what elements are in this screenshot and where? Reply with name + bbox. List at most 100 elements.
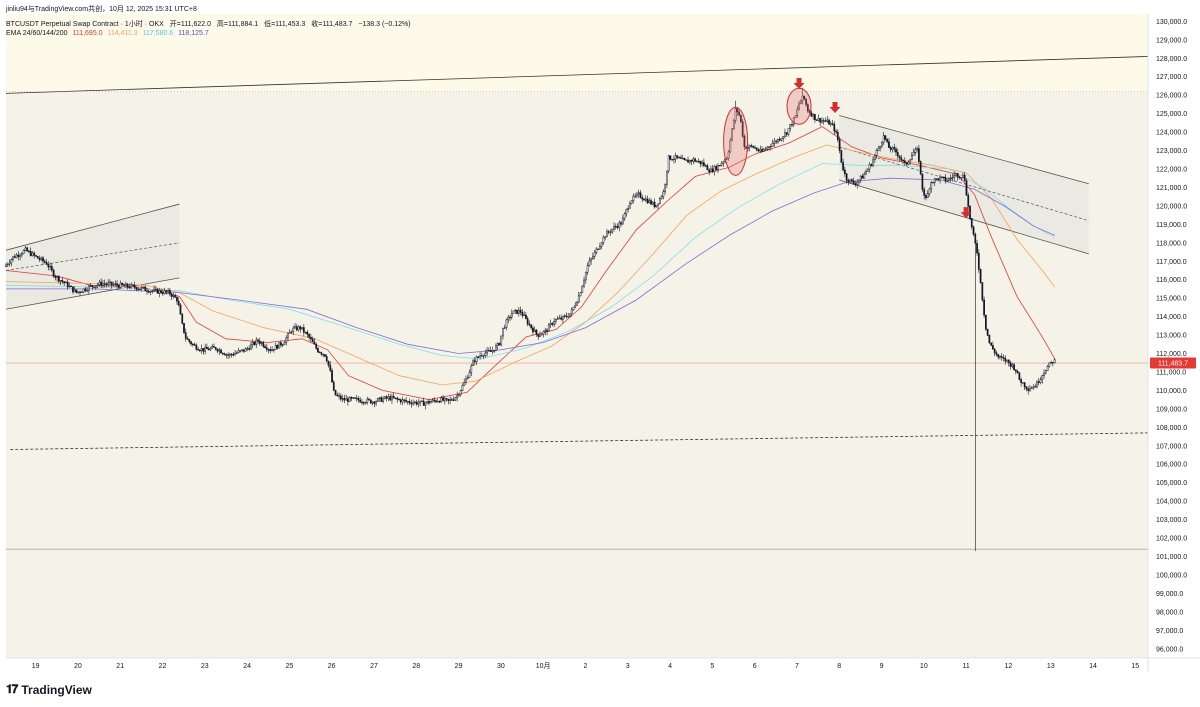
candle-body [560, 317, 563, 320]
candle-body [243, 349, 245, 352]
time-tick-label: 7 [795, 663, 799, 670]
candle-body [1046, 366, 1049, 372]
symbol-legend[interactable]: BTCUSDT Perpetual Swap Contract · 1小时 · … [6, 19, 411, 29]
candle-body [391, 396, 393, 401]
price-tag-box [1150, 357, 1196, 369]
candle-body [595, 248, 598, 253]
ema24-value: 111,695.0 [72, 30, 103, 37]
candle-body [757, 149, 760, 152]
candle-body [1023, 382, 1026, 388]
plot-background[interactable] [6, 14, 1148, 658]
candle-body [158, 290, 161, 294]
candle-body [741, 121, 744, 137]
candle-body [634, 195, 637, 198]
time-tick-label: 21 [116, 663, 124, 670]
candle-body [126, 283, 129, 288]
candle-body [35, 255, 37, 257]
candle-body [918, 148, 920, 162]
candle-body [852, 180, 855, 185]
candle-body [278, 342, 281, 349]
time-tick-label: 29 [455, 663, 463, 670]
candle-body [761, 149, 763, 152]
candle-body [368, 398, 370, 401]
candle-body [156, 288, 159, 294]
candle-body [703, 162, 705, 166]
candle-body [79, 291, 81, 293]
symbol-title[interactable]: BTCUSDT Perpetual Swap Contract · 1小时 · … [6, 21, 164, 28]
candle-body [488, 350, 490, 352]
tradingview-logo[interactable]: 𝟏𝟕 TradingView [6, 682, 92, 697]
price-tick-label: 96,000.0 [1156, 646, 1183, 653]
time-axis[interactable]: 19 20 21 22 23 24 25 26 27 28 29 30 10月 2 3 4 5 6 7 8 9 10 11 1… [32, 662, 1140, 670]
candle-body [170, 293, 173, 297]
candle-body [47, 264, 50, 268]
candle-body [553, 321, 555, 325]
price-axis[interactable]: 96,000.0 97,000.0 98,000.0 99,000.0 100,000.… [1156, 19, 1187, 653]
time-tick-label: 26 [328, 663, 336, 670]
ema-label[interactable]: EMA 24/60/144/200 [6, 30, 68, 37]
price-tick-label: 123,000.0 [1156, 148, 1187, 155]
candle-body [301, 327, 303, 330]
candle-body [720, 162, 723, 166]
candle-body [172, 294, 175, 297]
candle-body [979, 269, 982, 283]
candle-body [960, 177, 963, 179]
candle-body [664, 184, 666, 192]
candle-body [408, 401, 411, 404]
candle-body [1027, 388, 1030, 391]
candle-body [345, 398, 347, 401]
ema-legend[interactable]: EMA 24/60/144/200 111,695.0 114,411.3 11… [6, 30, 209, 37]
candle-body [498, 343, 501, 346]
candle-body [274, 344, 277, 351]
candle-body [609, 231, 612, 234]
candle-body [1018, 372, 1021, 380]
candle-body [424, 402, 427, 406]
candle-body [473, 360, 476, 363]
price-tick-label: 110,000.0 [1156, 388, 1187, 395]
candle-body [711, 168, 714, 173]
candle-body [19, 254, 21, 257]
candle-body [283, 342, 286, 345]
candle-body [236, 352, 238, 354]
candle-body [1032, 386, 1035, 389]
candles-layer [5, 87, 1056, 551]
candle-body [112, 284, 115, 286]
candle-body [206, 346, 208, 350]
candle-body [845, 173, 848, 181]
candle-body [928, 188, 931, 194]
candle-body [521, 312, 524, 316]
candle-body [399, 399, 402, 403]
candle-body [105, 283, 108, 286]
time-tick-label: 15 [1131, 663, 1139, 670]
candle-body [190, 341, 192, 345]
candle-body [539, 334, 541, 337]
candle-body [198, 349, 201, 352]
candle-body [260, 342, 263, 344]
candle-body [1037, 381, 1040, 383]
candle-body [102, 283, 104, 286]
candle-body [447, 398, 450, 401]
candle-body [1022, 382, 1024, 384]
candle-body [903, 160, 906, 163]
candle-body [338, 395, 340, 397]
candle-body [600, 242, 603, 247]
candle-body [713, 166, 716, 173]
candle-body [736, 108, 739, 113]
candle-body [949, 177, 952, 180]
candle-body [745, 146, 748, 149]
candle-body [197, 349, 199, 351]
candle-body [468, 371, 471, 378]
candle-body [98, 281, 101, 286]
channel-lower-line-0 [5, 277, 180, 310]
candle-body [17, 254, 20, 257]
candle-body [475, 356, 478, 363]
candle-body [493, 350, 496, 352]
price-tick-label: 122,000.0 [1156, 167, 1187, 174]
candle-body [211, 346, 214, 349]
candle-body [149, 290, 152, 293]
candle-body [38, 257, 41, 260]
candle-body [593, 252, 596, 257]
candle-body [376, 398, 379, 402]
candle-body [556, 318, 559, 320]
